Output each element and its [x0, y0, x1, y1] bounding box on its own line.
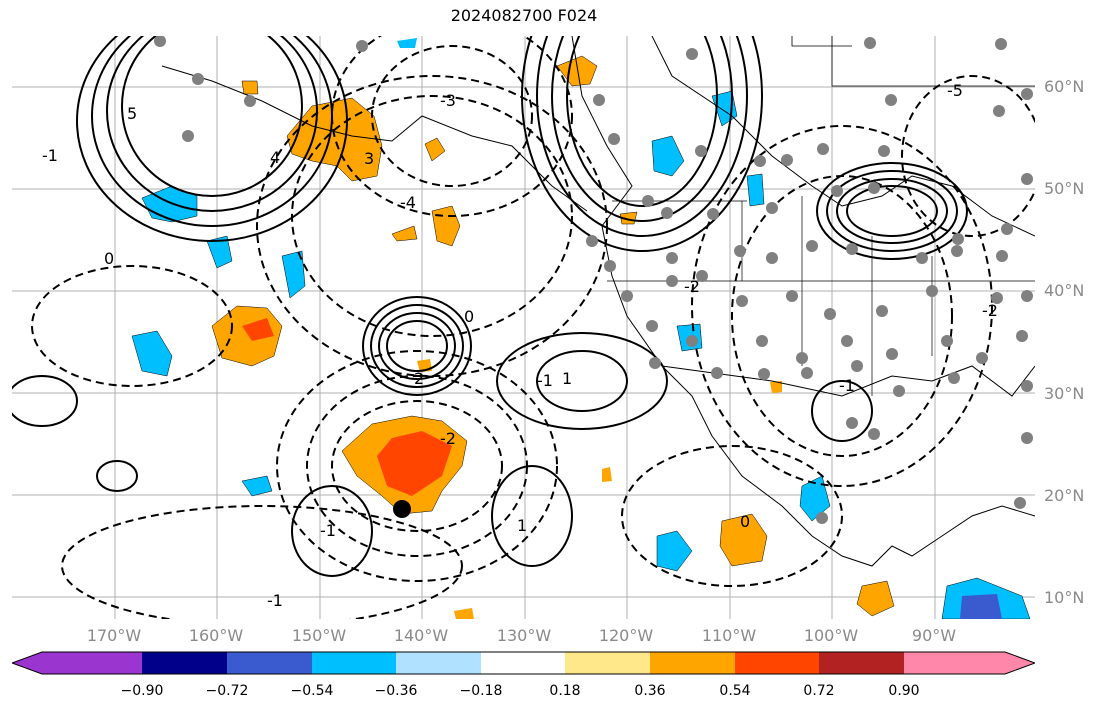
contour-label: 4	[270, 148, 280, 167]
longitude-label: 130°W	[496, 626, 552, 645]
contour-label: -1	[267, 591, 283, 610]
colorbar-tick-label: 0.18	[549, 683, 581, 699]
contour-label: 0	[464, 307, 474, 326]
contour-label: 0	[104, 249, 114, 268]
contour-label: -5	[947, 81, 963, 100]
colorbar-segment	[565, 652, 650, 674]
contour-label: -1	[537, 371, 553, 390]
colorbar-segment	[904, 652, 1035, 674]
map-panel[interactable]: 5 3 -3 0 -1 4 -4 -5 -2 2 1 0 -1 -2 -1 1 …	[12, 36, 1035, 619]
contour-label: 1	[562, 369, 572, 388]
colorbar-segment	[396, 652, 481, 674]
longitude-label: 120°W	[598, 626, 654, 645]
colorbar-tick-label: −0.18	[459, 683, 503, 699]
colorbar-segment	[735, 652, 819, 674]
dashed-contours	[31, 36, 1035, 619]
longitude-label: 140°W	[393, 626, 449, 645]
colorbar-tick-label: 0.54	[719, 683, 751, 699]
longitude-label: 160°W	[188, 626, 244, 645]
contour-label: 3	[364, 149, 374, 168]
contour-label: -1	[320, 521, 336, 540]
contour-label-group: 5 3 -3 0 -1 4 -4 -5 -2 2 1 0 -1 -2 -1 1 …	[42, 81, 998, 610]
colorbar-segment	[650, 652, 735, 674]
storm-center-marker	[393, 500, 411, 518]
colorbar-segment	[312, 652, 396, 674]
station-dots	[154, 36, 1033, 524]
contour-label: 5	[127, 104, 137, 123]
longitude-label: 90°W	[911, 626, 957, 645]
colorbar-tick-label: 0.90	[888, 683, 920, 699]
coastlines	[161, 36, 1035, 567]
colorbar-segment	[227, 652, 312, 674]
longitude-label: 150°W	[291, 626, 347, 645]
latitude-label: 50°N	[1044, 179, 1085, 198]
map-title: 2024082700 F024	[450, 6, 598, 25]
contour-label: -1	[839, 376, 855, 395]
contour-label: -4	[400, 193, 416, 212]
contour-label: 0	[740, 512, 750, 531]
colorbar-segments	[12, 652, 1035, 674]
latitude-label: 10°N	[1044, 588, 1085, 607]
colorbar-tick-label: −0.90	[120, 683, 164, 699]
colorbar	[12, 651, 1035, 675]
latitude-label: 30°N	[1044, 384, 1085, 403]
contour-label: -3	[440, 91, 456, 110]
latitude-label: 20°N	[1044, 486, 1085, 505]
longitude-label: 110°W	[701, 626, 757, 645]
shaded-regions	[131, 38, 1031, 619]
colorbar-tick-label: 0.36	[634, 683, 666, 699]
latitude-label: 60°N	[1044, 77, 1085, 96]
longitude-label: 170°W	[86, 626, 142, 645]
colorbar-tick-label: −0.36	[374, 683, 418, 699]
latitude-label: 40°N	[1044, 281, 1085, 300]
contour-label: -2	[684, 277, 700, 296]
colorbar-tick-label: −0.72	[205, 683, 249, 699]
contour-label: 1	[517, 516, 527, 535]
colorbar-segment	[142, 652, 227, 674]
colorbar-tick-label: −0.54	[290, 683, 334, 699]
longitude-label: 100°W	[803, 626, 859, 645]
contour-label: -2	[440, 429, 456, 448]
contour-label: -1	[42, 146, 58, 165]
contour-label: 2	[414, 369, 424, 388]
colorbar-tick-label: 0.72	[803, 683, 835, 699]
colorbar-segment	[481, 652, 565, 674]
contour-label: -2	[982, 301, 998, 320]
colorbar-segment	[12, 652, 142, 674]
colorbar-segment	[819, 652, 904, 674]
